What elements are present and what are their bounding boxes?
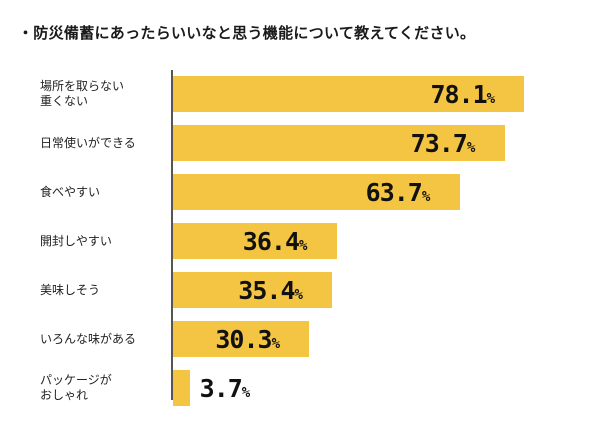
data-label-value: 36.4 [242, 227, 300, 256]
data-label-unit: % [466, 140, 476, 156]
category-label: 日常使いができる [40, 136, 170, 151]
y-axis-line [171, 70, 173, 400]
category-label-line: パッケージが [40, 373, 112, 387]
data-label-value: 3.7 [199, 374, 243, 403]
data-label-value: 30.3 [215, 325, 272, 354]
category-label-line: 美味しそう [40, 282, 101, 297]
category-label: いろんな味がある [40, 332, 170, 347]
data-label-unit: % [421, 189, 431, 205]
category-label-line: 食べやすい [40, 184, 101, 199]
category-label-line: 開封しやすい [40, 233, 112, 248]
bar [173, 321, 310, 357]
data-label: 35.4% [238, 278, 303, 303]
data-label-unit: % [241, 385, 251, 401]
data-label-value: 63.7 [365, 178, 423, 207]
bar [173, 174, 460, 210]
data-label: 78.1% [430, 82, 495, 107]
category-label: 美味しそう [40, 283, 170, 298]
data-label: 36.4% [243, 229, 308, 254]
data-label-unit: % [299, 238, 308, 254]
data-label-value: 35.4 [238, 276, 295, 305]
bar [173, 125, 505, 161]
category-label: 開封しやすい [40, 234, 170, 249]
category-label-line: 場所を取らない [40, 79, 125, 93]
bar [173, 223, 337, 259]
data-label-unit: % [271, 336, 280, 352]
data-label-value: 78.1 [430, 80, 487, 109]
data-label: 3.7% [200, 376, 251, 401]
category-label: 場所を取らない 重くない [40, 79, 170, 109]
data-label-unit: % [294, 287, 303, 303]
category-label: 食べやすい [40, 185, 170, 200]
bar [173, 76, 525, 112]
data-label-unit: % [486, 91, 496, 107]
category-label-line: 日常使いができる [40, 135, 136, 150]
bar [173, 272, 333, 308]
bar [173, 370, 190, 406]
data-label: 63.7% [366, 180, 431, 205]
data-label: 30.3% [215, 327, 280, 352]
category-label-line: いろんな味がある [40, 331, 137, 346]
category-label: パッケージが おしゃれ [40, 373, 170, 403]
category-label-line: 重くない [40, 94, 89, 108]
chart-title: ・防災備蓄にあったらいいなと思う機能について教えてください。 [18, 24, 476, 42]
data-label-value: 73.7 [410, 129, 468, 158]
category-label-line: おしゃれ [40, 388, 89, 402]
data-label: 73.7% [411, 131, 476, 156]
